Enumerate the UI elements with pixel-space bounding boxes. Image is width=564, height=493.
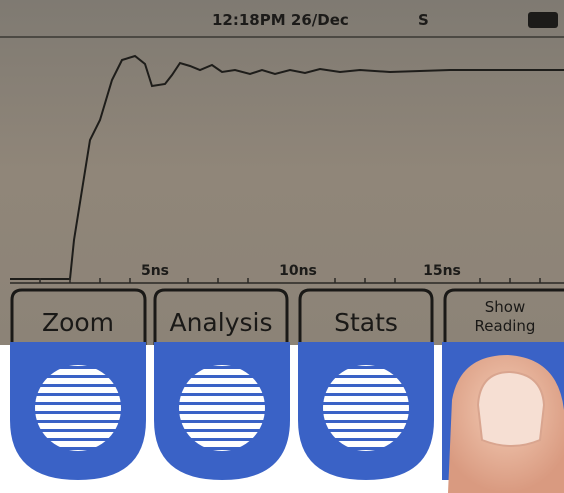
lcd-screen [0, 0, 564, 345]
button-grip [35, 365, 121, 451]
button-grip [179, 365, 265, 451]
softkey-tab [153, 288, 289, 345]
status-mode: S [418, 11, 429, 29]
softkey-tab [298, 288, 434, 345]
axis-tick-label: 5ns [141, 263, 169, 279]
axis-tick-label: 15ns [423, 263, 461, 279]
softkey-label: Zoom [42, 308, 114, 337]
softkey-tab [10, 288, 147, 345]
waveform-trace [10, 54, 564, 280]
softkey-label: Stats [334, 308, 398, 337]
axis-ticks [39, 278, 541, 283]
battery-icon [528, 12, 558, 28]
button-grip [323, 365, 409, 451]
softkey-label: Show Reading [475, 298, 536, 335]
axis-tick-label: 10ns [279, 263, 317, 279]
status-time: 12:18PM 26/Dec [212, 11, 349, 29]
fingernail [476, 370, 546, 447]
softkey-tab [443, 288, 564, 345]
softkey-label: Analysis [169, 308, 272, 337]
